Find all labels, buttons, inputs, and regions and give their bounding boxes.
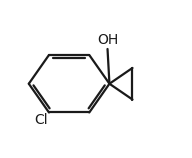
Text: OH: OH — [97, 33, 118, 46]
Text: Cl: Cl — [35, 113, 48, 127]
